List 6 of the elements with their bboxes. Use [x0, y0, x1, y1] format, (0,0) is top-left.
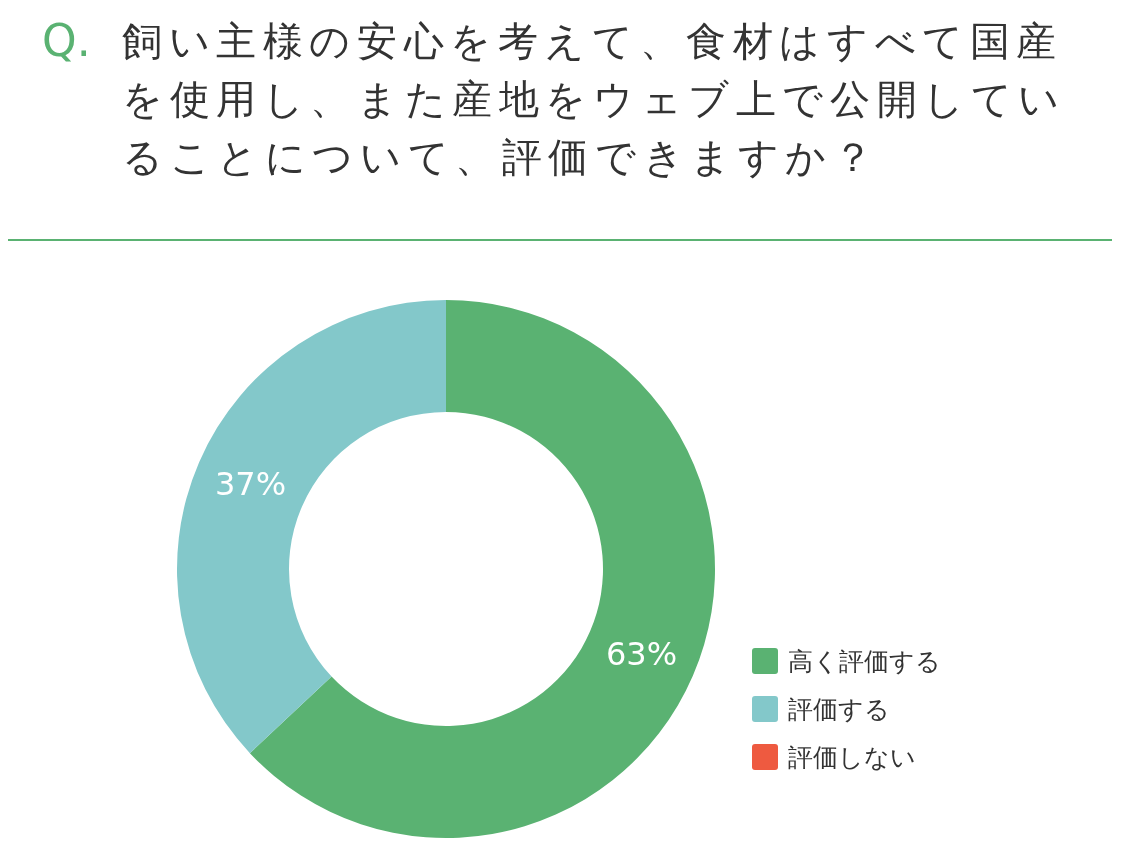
legend-label: 評価しない: [788, 743, 916, 772]
data-label: 37%: [214, 465, 287, 504]
legend-label: 評価する: [788, 695, 890, 724]
data-label: 63%: [605, 634, 678, 673]
chart-title: Q. 飼い主様の安心を考えて、食材はすべて国産を使用し、また産地をウェブ上で公開していることについて、評価できますか？: [42, 14, 1067, 182]
legend-label: 高く評価する: [788, 647, 941, 676]
